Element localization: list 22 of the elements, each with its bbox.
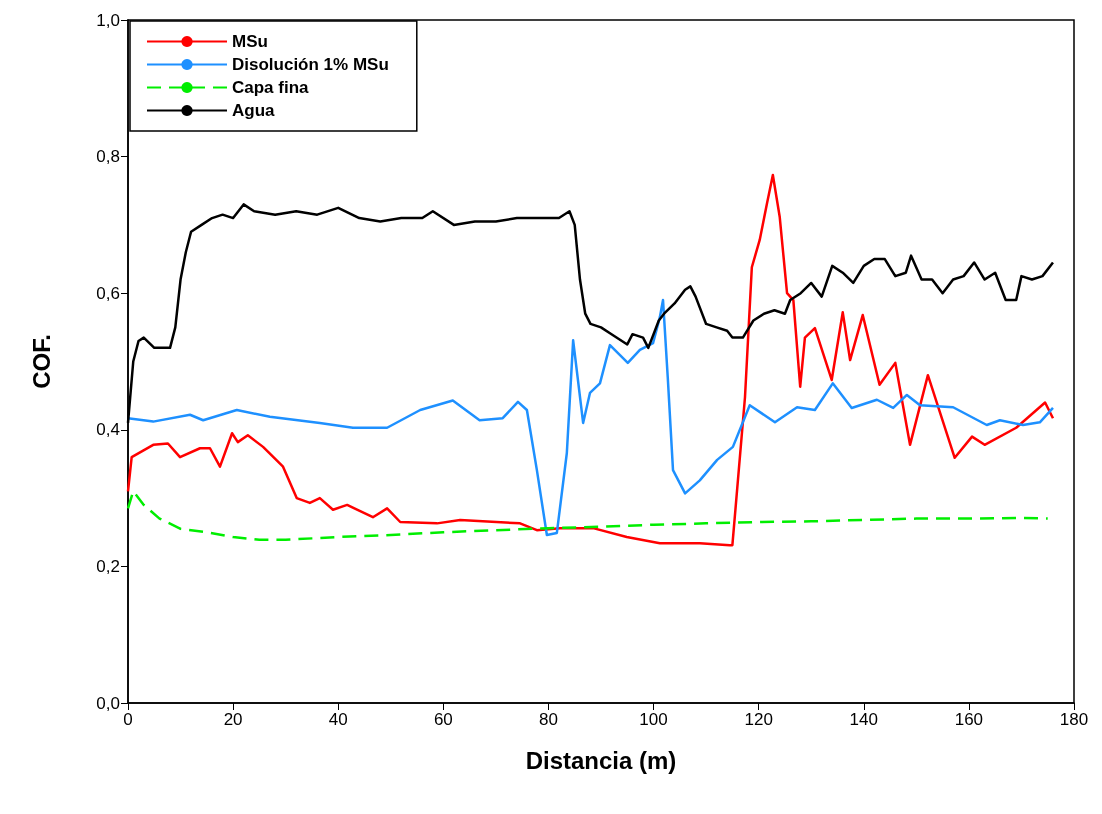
x-tick-label: 40 — [328, 710, 348, 729]
x-tick-label: 100 — [639, 710, 668, 729]
legend-label: Disolución 1% MSu — [232, 55, 389, 74]
x-tick-label: 180 — [1059, 710, 1089, 729]
y-axis-title: COF. — [27, 334, 55, 389]
y-tick-label: 1,0 — [96, 10, 120, 30]
legend-label: Agua — [232, 101, 276, 120]
y-tick-label: 0,0 — [96, 693, 120, 713]
legend-label: MSu — [232, 32, 268, 51]
x-tick-label: 0 — [123, 710, 133, 729]
x-tick-label: 80 — [538, 710, 558, 729]
y-tick-label: 0,4 — [96, 420, 120, 440]
legend-label: Capa fina — [232, 78, 310, 97]
x-tick-label: 160 — [954, 710, 984, 729]
x-tick-label: 120 — [744, 710, 773, 729]
x-axis-title: Distancia (m) — [525, 746, 677, 774]
x-tick-label: 140 — [849, 710, 878, 729]
x-tick-label: 20 — [223, 710, 243, 729]
y-tick-label: 0,2 — [96, 556, 120, 576]
y-tick-label: 0,6 — [96, 283, 120, 303]
x-tick-label: 60 — [433, 710, 453, 729]
y-tick-label: 0,8 — [96, 147, 120, 167]
